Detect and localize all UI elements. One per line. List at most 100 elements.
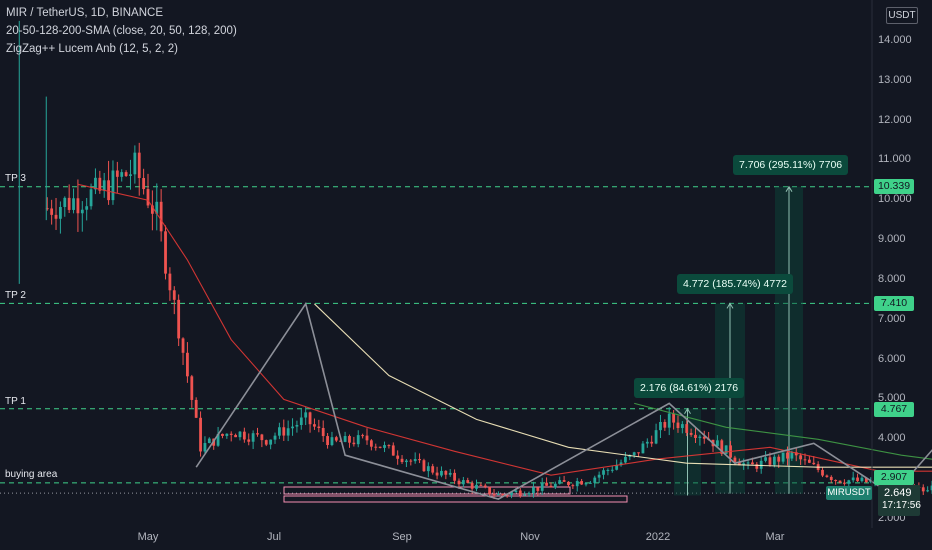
candle-body bbox=[786, 452, 789, 459]
candle-body bbox=[518, 490, 522, 496]
candle-body bbox=[545, 482, 548, 486]
sma-indicator-label[interactable]: 20-50-128-200-SMA (close, 20, 50, 128, 2… bbox=[6, 25, 237, 37]
candle-body bbox=[326, 436, 329, 446]
candle-body bbox=[89, 189, 93, 207]
sma-line-1 bbox=[314, 303, 932, 468]
candle-body bbox=[426, 466, 430, 472]
candle-body bbox=[273, 435, 277, 440]
candle-body bbox=[159, 201, 163, 232]
candle-body bbox=[282, 427, 286, 436]
y-axis-tick: 5.000 bbox=[878, 392, 906, 405]
candle-body bbox=[624, 456, 627, 463]
candle-body bbox=[645, 441, 649, 444]
tp2-price-badge: 7.410 bbox=[874, 296, 914, 311]
y-axis-tick: 9.000 bbox=[878, 233, 906, 246]
y-axis-tick: 11.000 bbox=[878, 153, 911, 166]
candle-body bbox=[777, 456, 781, 462]
candle-body bbox=[921, 487, 925, 492]
y-axis-tick: 13.000 bbox=[878, 73, 912, 86]
candle-body bbox=[291, 426, 294, 429]
candle-body bbox=[391, 445, 395, 456]
candle-body bbox=[851, 477, 855, 481]
candle-body bbox=[567, 481, 570, 486]
candle-body bbox=[558, 480, 562, 484]
candle-body bbox=[689, 432, 693, 435]
candle-body bbox=[247, 439, 251, 442]
x-axis-tick: Jul bbox=[266, 531, 282, 543]
candle-body bbox=[181, 338, 185, 353]
candle-body bbox=[405, 460, 408, 463]
candle-body bbox=[764, 457, 767, 461]
candle-body bbox=[694, 434, 697, 438]
last-price: 2.649 bbox=[884, 487, 912, 499]
candle-body bbox=[76, 198, 80, 214]
candle-body bbox=[67, 197, 71, 210]
candle-body bbox=[251, 433, 255, 442]
candle-body bbox=[755, 464, 759, 469]
candle-body bbox=[492, 494, 496, 496]
candle-body bbox=[190, 376, 194, 400]
candle-body bbox=[313, 424, 316, 427]
symbol-tag: MIRUSDT bbox=[826, 486, 872, 500]
candle-body bbox=[278, 427, 281, 436]
tp3-label: TP 3 bbox=[5, 173, 26, 184]
candle-body bbox=[269, 439, 273, 445]
candle-body bbox=[733, 457, 737, 462]
candle-body bbox=[102, 180, 106, 191]
candle-body bbox=[304, 412, 308, 418]
candle-body bbox=[602, 470, 605, 475]
measure-arrowhead-0 bbox=[684, 407, 691, 414]
candle-body bbox=[98, 177, 102, 191]
candle-body bbox=[352, 442, 356, 445]
y-axis-tick: 12.000 bbox=[878, 113, 912, 126]
candle-body bbox=[369, 440, 373, 447]
tp3-measure-label[interactable]: 7.706 (295.11%) 7706 bbox=[733, 155, 849, 175]
candle-body bbox=[120, 172, 124, 177]
candle-body bbox=[812, 462, 816, 465]
candle-body bbox=[772, 456, 776, 465]
candle-body bbox=[742, 463, 746, 466]
candle-body bbox=[234, 434, 237, 438]
bar-countdown: 17:17:56 bbox=[882, 500, 921, 511]
candle-body bbox=[186, 352, 189, 377]
candle-body bbox=[580, 481, 584, 485]
y-axis-tick: 8.000 bbox=[878, 272, 906, 285]
zigzag-line bbox=[195, 301, 932, 500]
candle-body bbox=[497, 494, 500, 496]
candle-body bbox=[418, 459, 421, 461]
tp3-price-badge: 10.339 bbox=[874, 179, 914, 194]
x-axis-tick: Sep bbox=[392, 531, 412, 543]
candle-body bbox=[751, 462, 754, 465]
candle-body bbox=[225, 433, 229, 436]
candle-body bbox=[799, 455, 803, 460]
tp1-measure-label[interactable]: 2.176 (84.61%) 2176 bbox=[634, 378, 745, 398]
candle-body bbox=[221, 433, 224, 436]
currency-selector[interactable]: USDT bbox=[886, 7, 918, 24]
candle-body bbox=[532, 487, 535, 494]
candle-body bbox=[834, 480, 838, 482]
candle-body bbox=[843, 482, 846, 484]
zigzag-indicator-label[interactable]: ZigZag++ Lucem Anb (12, 5, 2, 2) bbox=[6, 43, 178, 55]
candle-body bbox=[514, 490, 518, 493]
candle-body bbox=[856, 477, 859, 482]
candle-body bbox=[606, 469, 610, 471]
candle-body bbox=[334, 437, 338, 441]
candle-body bbox=[348, 436, 351, 443]
candle-body bbox=[829, 476, 833, 481]
candle-body bbox=[720, 440, 724, 454]
measure-arrowhead-2 bbox=[785, 185, 793, 192]
buying-area-label: buying area bbox=[5, 469, 58, 480]
candle-body bbox=[80, 209, 84, 214]
candle-body bbox=[207, 438, 211, 444]
x-axis-tick: Mar bbox=[765, 531, 785, 543]
candle-body bbox=[466, 480, 470, 483]
candle-body bbox=[597, 474, 601, 478]
last-price-badge: 2.649 17:17:56 bbox=[878, 485, 921, 516]
candle-body bbox=[356, 435, 360, 445]
tp2-measure-label[interactable]: 4.772 (185.74%) 4772 bbox=[677, 274, 793, 294]
candle-body bbox=[94, 177, 97, 190]
measure-arrowhead-1 bbox=[726, 302, 734, 309]
candle-body bbox=[260, 434, 264, 441]
candle-body bbox=[317, 426, 321, 428]
candle-body bbox=[794, 452, 798, 456]
